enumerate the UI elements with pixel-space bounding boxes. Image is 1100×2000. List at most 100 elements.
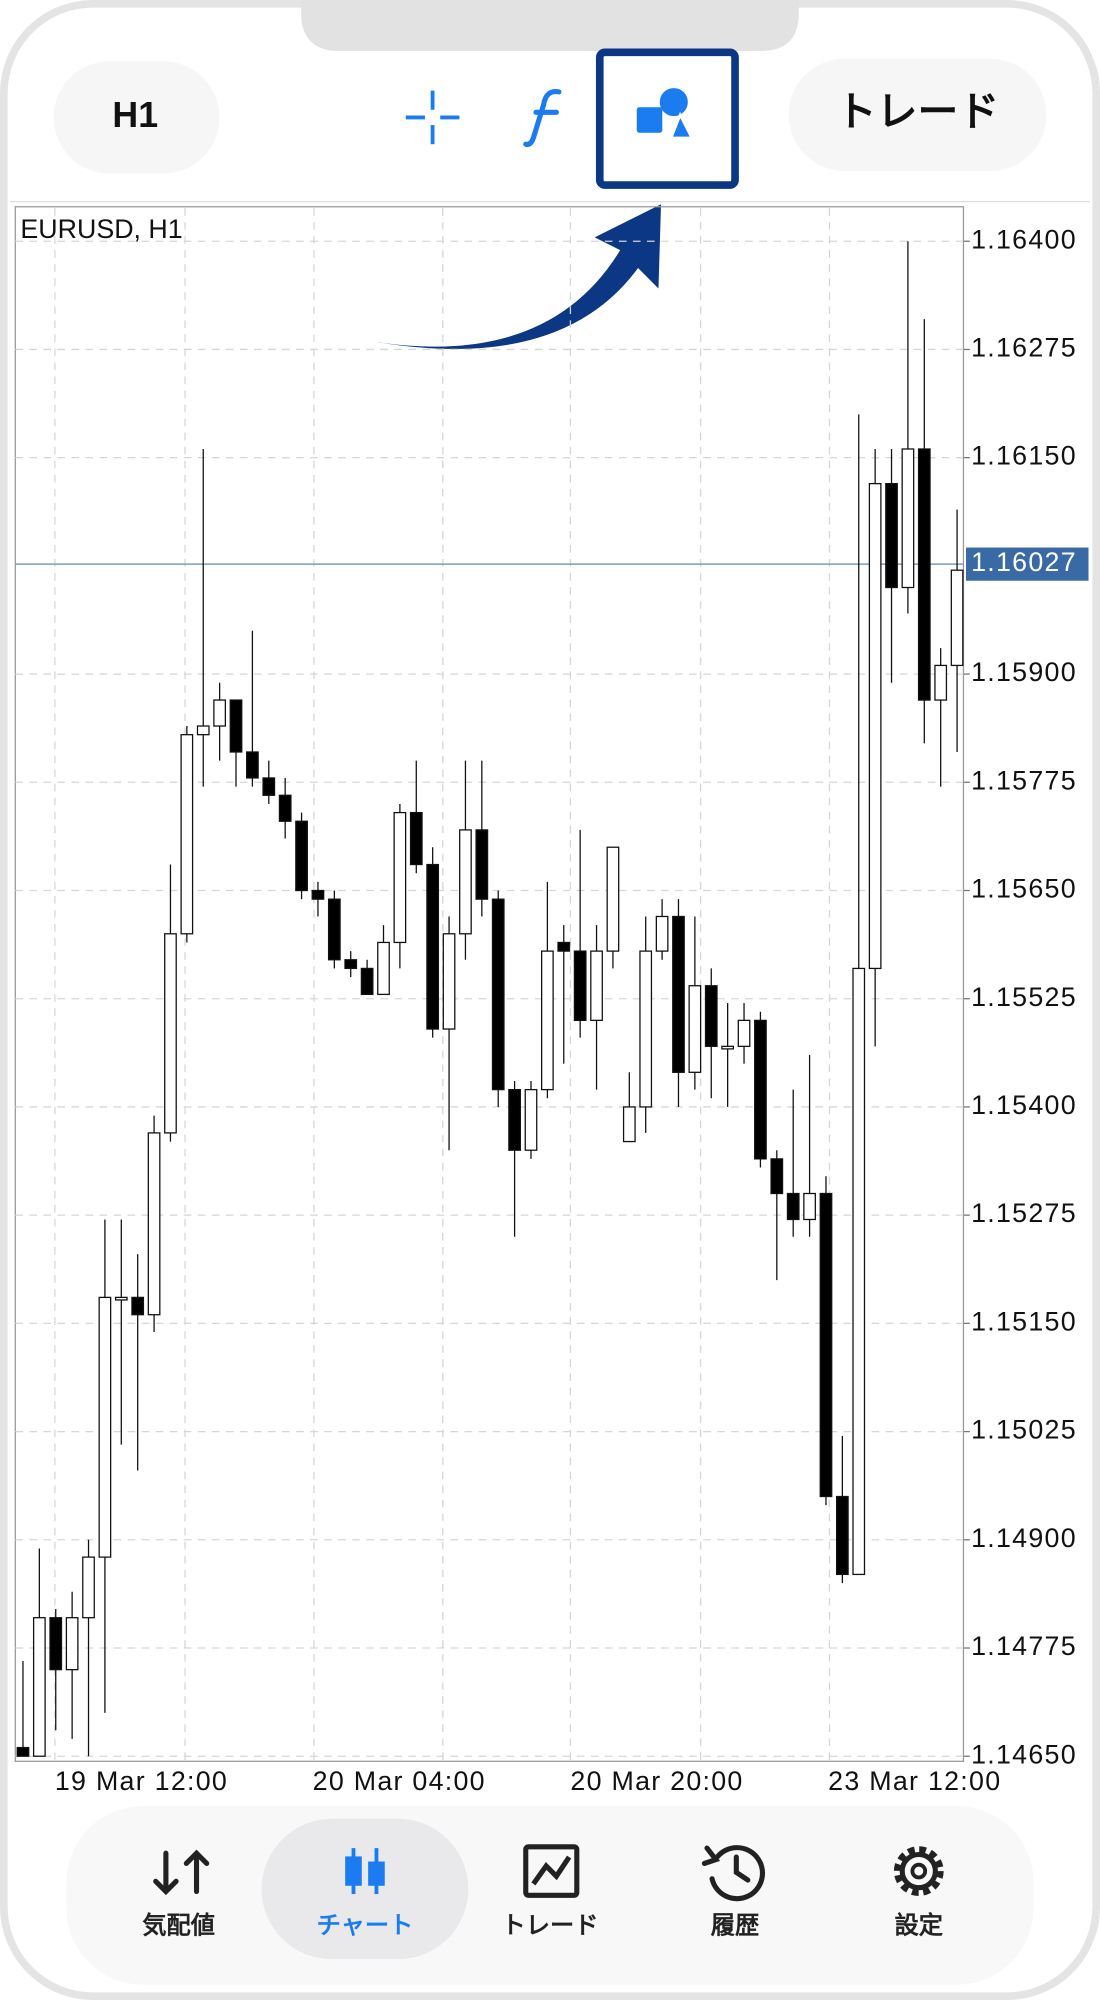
y-tick-label: 1.14650 xyxy=(971,1739,1077,1769)
candle-body xyxy=(360,967,374,996)
nav-label: 気配値 xyxy=(142,1912,215,1940)
y-tick-label: 1.16275 xyxy=(971,333,1077,363)
candle-body xyxy=(524,1088,538,1151)
chart-icon[interactable] xyxy=(345,1848,385,1895)
candle-body xyxy=(327,898,341,961)
candle-body xyxy=(426,863,440,1030)
candle-body xyxy=(672,915,685,1073)
candle-body xyxy=(442,933,456,1030)
plot-frame xyxy=(14,206,965,1762)
candle-body xyxy=(835,1495,849,1576)
y-tick-label: 1.15025 xyxy=(971,1415,1077,1445)
candle-body xyxy=(770,1158,784,1195)
y-tick-label: 1.16400 xyxy=(971,224,1077,254)
time-grid xyxy=(54,208,831,1761)
y-tick-label: 1.14900 xyxy=(971,1523,1077,1553)
timeframe-button[interactable] xyxy=(53,61,220,174)
timeframe-label: H1 xyxy=(112,95,158,135)
candle-body xyxy=(164,933,177,1134)
candle-body xyxy=(606,846,620,952)
candle-body xyxy=(393,811,407,944)
candle-body xyxy=(246,751,259,779)
y-tick-label: 1.15525 xyxy=(971,982,1077,1012)
candle-body xyxy=(49,1617,63,1671)
candle-body xyxy=(295,820,308,892)
x-tick-label: 20 Mar 20:00 xyxy=(570,1766,743,1796)
candle-body xyxy=(311,889,325,900)
y-tick-label: 1.15275 xyxy=(971,1198,1077,1228)
y-tick-label: 1.15400 xyxy=(971,1090,1077,1120)
history-icon[interactable] xyxy=(701,1845,766,1902)
candle-body xyxy=(180,734,194,935)
candle-body xyxy=(98,1296,112,1558)
candle-body xyxy=(868,482,882,970)
candle-body xyxy=(917,448,931,701)
candle-body xyxy=(213,699,227,727)
candle-body xyxy=(65,1617,79,1671)
candle-body xyxy=(344,959,358,970)
highlight-box xyxy=(595,48,739,189)
candle-body xyxy=(901,448,915,589)
candle-body xyxy=(803,1192,816,1221)
y-tick-label: 1.15650 xyxy=(971,874,1077,904)
trade-button-label: トレード xyxy=(836,89,999,135)
x-tick-label: 23 Mar 12:00 xyxy=(828,1766,1001,1796)
candle-body xyxy=(278,794,292,822)
candle-body xyxy=(409,811,423,866)
objects-icon[interactable] xyxy=(636,88,694,140)
nav-label: チャート xyxy=(317,1913,414,1940)
candle-body xyxy=(885,482,898,589)
x-tick-label: 20 Mar 04:00 xyxy=(313,1766,486,1796)
candle-body xyxy=(196,725,210,736)
crosshair-icon[interactable] xyxy=(405,90,460,145)
candle-body xyxy=(786,1192,800,1221)
trade-button[interactable] xyxy=(788,58,1047,172)
trade-icon[interactable] xyxy=(523,1844,580,1898)
candle-body xyxy=(491,898,505,1091)
y-tick-label: 1.15150 xyxy=(971,1306,1077,1336)
y-tick-label: 1.14775 xyxy=(971,1631,1077,1661)
candle-body xyxy=(131,1296,145,1316)
candle-body xyxy=(557,941,571,952)
candle-body xyxy=(754,1019,767,1160)
candle-body xyxy=(475,829,489,900)
candle-body xyxy=(32,1617,46,1757)
nav-label: 設定 xyxy=(895,1912,944,1940)
symbol-label: EURUSD, H1 xyxy=(20,214,182,244)
x-tick-label: 19 Mar 12:00 xyxy=(55,1766,228,1796)
candle-body xyxy=(639,950,653,1108)
candle-body xyxy=(934,664,948,701)
y-tick-label: 1.15900 xyxy=(971,657,1077,687)
candle-body xyxy=(508,1088,521,1151)
candle-body xyxy=(737,1019,751,1047)
quotes-icon[interactable] xyxy=(153,1849,210,1896)
notch xyxy=(301,0,799,52)
candle-body xyxy=(590,950,603,1022)
candle-body xyxy=(459,829,472,935)
candle-body xyxy=(950,569,964,667)
candle-body xyxy=(622,1106,636,1143)
current-price-label: 1.16027 xyxy=(971,547,1077,577)
annotation-arrow xyxy=(376,204,662,349)
y-tick-label: 1.16150 xyxy=(971,441,1077,471)
function-icon[interactable] xyxy=(523,88,562,147)
plot xyxy=(15,240,970,1757)
candle-body xyxy=(377,941,390,996)
nav-active-bg xyxy=(261,1818,469,1960)
candle-body xyxy=(262,777,276,796)
candle-body xyxy=(541,950,554,1091)
nav-label: トレード xyxy=(502,1913,599,1940)
nav-label: 履歴 xyxy=(711,1913,759,1940)
y-tick-label: 1.15775 xyxy=(971,765,1077,795)
candle-body xyxy=(704,985,718,1047)
candle-body xyxy=(655,915,669,952)
candle-body xyxy=(82,1556,95,1619)
nav-labels: 気配値 チャート トレード 履歴 設定 xyxy=(142,1912,943,1940)
candle-body xyxy=(721,1045,735,1050)
candle-body xyxy=(229,699,243,753)
current-price-box xyxy=(966,547,1089,581)
settings-icon[interactable] xyxy=(893,1846,944,1896)
candle-body xyxy=(16,1746,30,1757)
